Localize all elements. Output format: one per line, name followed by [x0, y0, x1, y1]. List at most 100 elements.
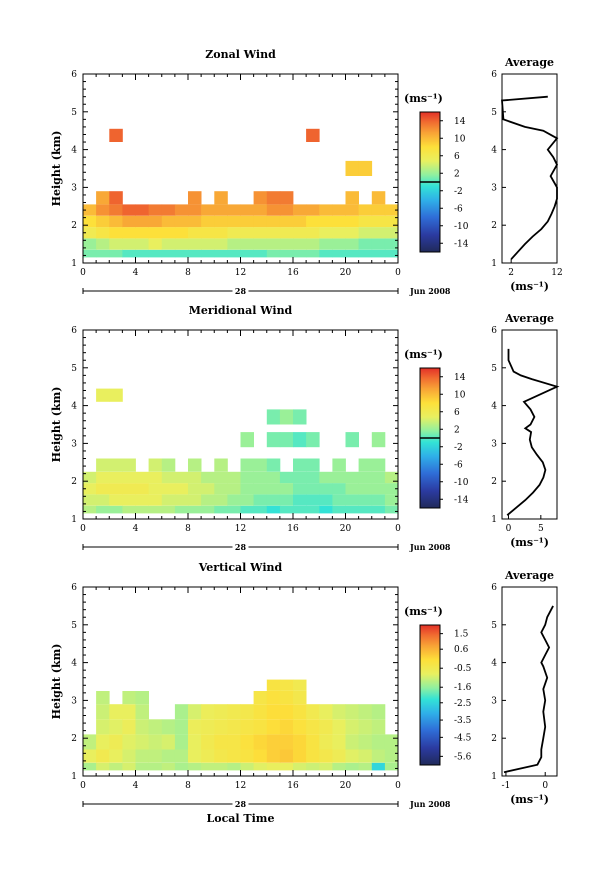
x-tick-label: 4 [133, 268, 139, 278]
heatmap-cell [345, 227, 359, 239]
heatmap-cell [135, 762, 149, 771]
heatmap-cell [345, 204, 359, 216]
day-label: 28 [235, 286, 247, 296]
heatmap-cell [293, 691, 307, 705]
y-tick-label: 3 [71, 439, 77, 449]
heatmap-cell [279, 762, 294, 771]
heatmap-cell [174, 719, 189, 735]
heatmap-cell [253, 704, 268, 720]
heatmap-cell [358, 505, 373, 514]
heatmap-cell [279, 238, 294, 250]
x-tick-label: 12 [235, 268, 246, 278]
heatmap-cell [161, 238, 176, 250]
x-tick-label: 0 [80, 781, 86, 791]
heatmap-cell [109, 734, 123, 750]
heatmap-cell [83, 215, 97, 228]
heatmap-cell [109, 483, 123, 495]
heatmap-cell [358, 704, 373, 720]
heatmap-cell [358, 227, 373, 239]
heatmap-cell [279, 679, 294, 691]
heatmap-cell [332, 215, 346, 228]
heatmap-cell [96, 719, 110, 735]
heatmap-cell [240, 432, 254, 448]
heatmap-cell [293, 227, 307, 239]
heatmap-cell [266, 238, 281, 250]
heatmap-cell [358, 749, 373, 763]
heatmap-cell [240, 494, 254, 506]
heatmap-cell [122, 215, 136, 228]
x-tick-label: 16 [287, 781, 299, 791]
heatmap-cell [345, 505, 359, 514]
heatmap-cell [83, 483, 97, 495]
profile-y-tick-label: 3 [491, 183, 497, 193]
colorbar-tick-label: -14 [454, 239, 469, 249]
heatmap-cell [135, 691, 149, 705]
heatmap-cell [174, 249, 189, 258]
heatmap-cell [279, 215, 294, 228]
profile-line [503, 605, 554, 774]
profile-y-tick-label: 1 [491, 259, 497, 269]
heatmap-cell [293, 204, 307, 216]
heatmap-cell [227, 483, 241, 495]
heatmap-cell [293, 432, 307, 448]
heatmap-cell [266, 704, 281, 720]
heatmap-cell [358, 483, 373, 495]
heatmap-cell [279, 432, 294, 448]
heatmap-cell [345, 704, 359, 720]
heatmap-cell [174, 749, 189, 763]
heatmap-cell [96, 249, 110, 258]
colorbar-units: (ms⁻¹) [404, 92, 443, 105]
heatmap-cell [345, 494, 359, 506]
heatmap-cell [174, 227, 189, 239]
heatmap-cell [384, 494, 399, 506]
heatmap-cell [240, 227, 254, 239]
heatmap-cell [122, 734, 136, 750]
heatmap-cell [293, 762, 307, 771]
panel-title: Zonal Wind [205, 48, 276, 61]
heatmap-cell [161, 762, 176, 771]
y-axis-label: Height (km) [50, 387, 63, 463]
heatmap-cell [240, 734, 254, 750]
heatmap-cell [161, 734, 176, 750]
heatmap-cell [122, 471, 136, 484]
heatmap-cell [109, 704, 123, 720]
heatmap-cell [96, 191, 110, 205]
heatmap-cell [135, 704, 149, 720]
profile-title: Average [504, 569, 554, 582]
heatmap-cell [279, 749, 294, 763]
heatmap-cell [345, 160, 359, 176]
heatmap-cell [371, 215, 386, 228]
heatmap-cell [345, 762, 359, 771]
heatmap-cell [384, 483, 399, 495]
heatmap-cell [96, 238, 110, 250]
colorbar-tick-label: -3.5 [454, 716, 472, 726]
heatmap-cell [201, 505, 215, 514]
heatmap-cell [96, 691, 110, 705]
colorbar-tick-label: -0.5 [454, 664, 472, 674]
heatmap-cell [240, 483, 254, 495]
heatmap-cell [293, 409, 307, 425]
heatmap-cell [188, 505, 202, 514]
x-tick-label: 0 [395, 268, 401, 278]
profile-frame [501, 73, 558, 264]
heatmap-cell [240, 204, 254, 216]
colorbar-tick-label: -10 [454, 478, 469, 488]
heatmap-cell [293, 505, 307, 514]
heatmap-cell [332, 238, 346, 250]
heatmap-cell [109, 719, 123, 735]
heatmap-cell [384, 238, 399, 250]
heatmap-cell [227, 215, 241, 228]
heatmap-cell [122, 762, 136, 771]
y-tick-label: 4 [71, 659, 77, 669]
heatmap-cell [306, 249, 320, 258]
profile-y-tick-label: 6 [491, 583, 497, 593]
date-label: Jun 2008 [409, 542, 451, 552]
heatmap-cell [109, 388, 123, 402]
heatmap-cell [293, 238, 307, 250]
profile-frame [501, 329, 558, 520]
heatmap-cell [240, 471, 254, 484]
heatmap-cell [384, 204, 399, 216]
heatmap-cell [306, 704, 320, 720]
